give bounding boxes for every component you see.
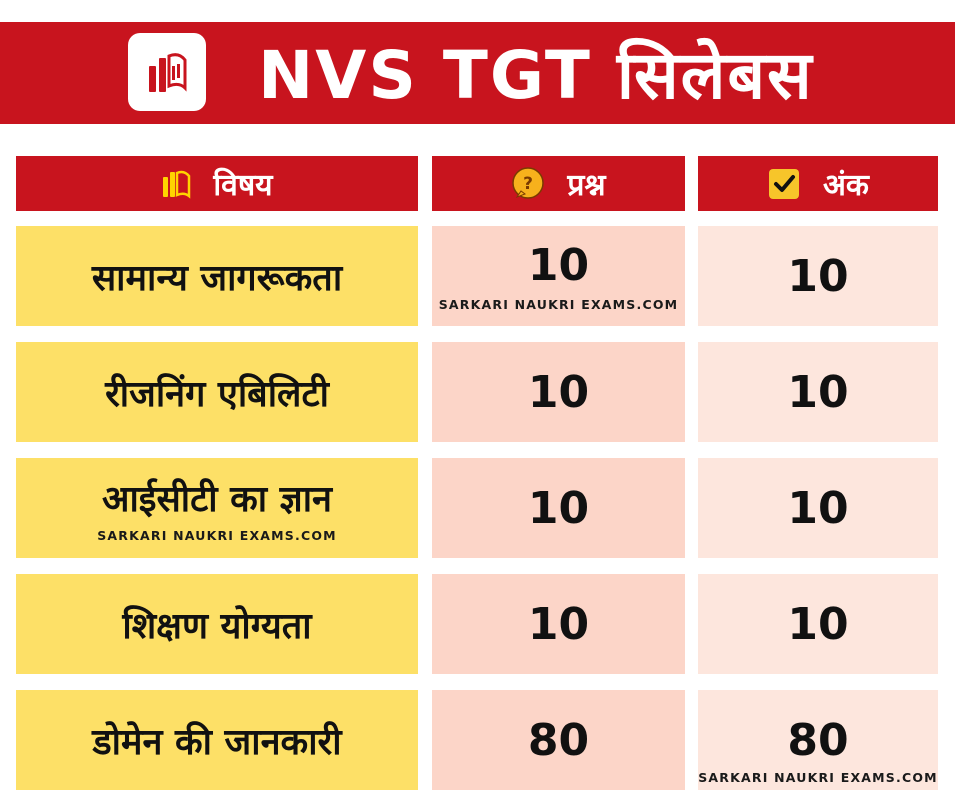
questions-value: 10 [527,366,590,418]
table-row-marks: 10 [698,342,938,442]
questions-value: 10 [527,482,590,534]
questions-value: 10 [527,598,590,650]
question-bubble-icon: ? [511,166,545,201]
marks-value: 80 [787,714,849,766]
subject-label: आईसीटी का ज्ञान [101,479,332,520]
table-row-subject: डोमेन की जानकारी [16,690,418,790]
books-icon [161,169,191,199]
table-row-marks: 10 [698,226,938,326]
page-title: NVS TGT सिलेबस [258,37,814,114]
checkbox-check-icon [767,167,801,201]
watermark: SARKARI NAUKRI EXAMS.COM [438,297,679,312]
table-row-subject: आईसीटी का ज्ञान SARKARI NAUKRI EXAMS.COM [16,458,418,558]
logo [128,33,206,111]
marks-value: 10 [787,482,849,534]
subject-label: रीजनिंग एबिलिटी [105,373,329,415]
marks-value: 10 [787,366,849,418]
table-row-questions: 10 [432,458,685,558]
column-header-label: अंक [823,168,869,203]
column-header-label: प्रश्न [567,168,606,203]
subject-label: शिक्षण योग्यता [122,605,312,647]
marks-value: 10 [787,250,849,302]
questions-value: 80 [527,714,590,766]
svg-text:?: ? [523,174,533,194]
table-row-marks: 10 [698,574,938,674]
questions-value: 10 [527,240,590,291]
table-row-questions: 80 [432,690,685,790]
subject-label: डोमेन की जानकारी [92,721,342,763]
column-header-questions: ? प्रश्न [432,156,685,211]
table-row-subject: सामान्य जागरूकता [16,226,418,326]
table-row-questions: 10 [432,342,685,442]
books-icon [149,53,187,92]
watermark: SARKARI NAUKRI EXAMS.COM [97,528,337,543]
table-row-marks: 80 [698,690,938,790]
watermark: SARKARI NAUKRI EXAMS.COM [698,770,938,785]
column-header-marks: अंक [698,156,938,211]
table-row-subject: रीजनिंग एबिलिटी [16,342,418,442]
table-row-questions: 10 SARKARI NAUKRI EXAMS.COM [432,226,685,326]
table-row-marks: 10 [698,458,938,558]
marks-value: 10 [787,598,849,650]
column-header-label: विषय [213,168,273,203]
column-header-subject: विषय [16,156,418,211]
table-row-questions: 10 [432,574,685,674]
subject-label: सामान्य जागरूकता [91,257,343,299]
table-row-subject: शिक्षण योग्यता [16,574,418,674]
